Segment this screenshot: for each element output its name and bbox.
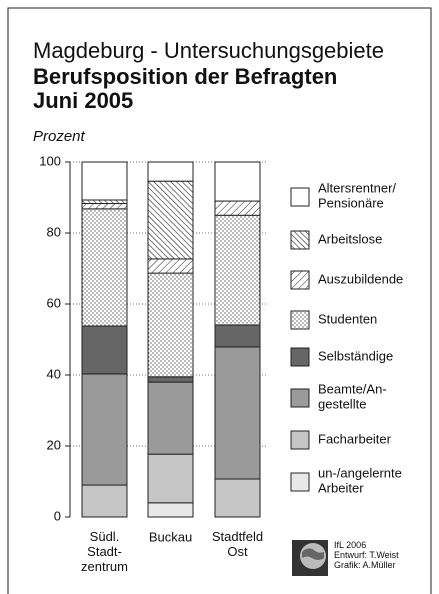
bar-segment — [81, 199, 128, 205]
bar-segment — [81, 161, 128, 201]
legend-swatch — [290, 388, 310, 408]
bar-segment — [147, 453, 194, 504]
bar-segment — [147, 161, 194, 182]
legend-swatch — [290, 430, 310, 450]
legend-swatch — [290, 270, 310, 290]
bar-segment — [147, 180, 194, 260]
y-tick-label: 60 — [47, 295, 61, 310]
legend-swatch — [290, 187, 310, 207]
bar-segment — [81, 203, 128, 210]
legend-label: Studenten — [318, 311, 377, 326]
y-tick-label: 20 — [47, 437, 61, 452]
legend-label: Facharbeiter — [318, 431, 392, 446]
bar-segment — [81, 373, 128, 486]
bar-segment — [214, 324, 261, 348]
y-tick-label: 0 — [54, 508, 61, 523]
chart-title: Magdeburg - Untersuchungsgebiete — [33, 38, 384, 63]
bar-segment — [214, 200, 261, 216]
bar-segment — [147, 272, 194, 378]
bar-segment — [147, 502, 194, 518]
bar-segment — [214, 214, 261, 326]
legend-label: Beamte/An-gestellte — [318, 382, 387, 412]
frame — [7, 7, 432, 594]
legend-label: un-/angelernte Arbeiter — [318, 466, 402, 496]
chart-subtitle: Berufsposition der Befragten Juni 2005 — [33, 64, 337, 113]
bar-segment — [147, 376, 194, 383]
legend-label: Altersrentner/Pensionäre — [318, 181, 396, 211]
x-tick-label: Buckau — [149, 529, 192, 544]
bar-segment — [214, 161, 261, 202]
y-axis-label: Prozent — [33, 128, 86, 145]
legend-swatch — [290, 310, 310, 330]
legend-label: Arbeitslose — [318, 231, 382, 246]
y-tick-label: 40 — [47, 366, 61, 381]
bar-segment — [81, 208, 128, 327]
bar-segment — [81, 484, 128, 518]
y-tick-label: 100 — [39, 153, 61, 168]
credits: IfL 2006 Entwurf: T.Weist Grafik: A.Müller — [334, 540, 399, 570]
bar-segment — [214, 478, 261, 518]
legend-label: Selbständige — [318, 348, 393, 363]
y-tick-label: 80 — [47, 224, 61, 239]
bar-segment — [147, 381, 194, 455]
x-tick-label: Südl. Stadt-zentrum — [81, 529, 128, 574]
legend-swatch — [290, 472, 310, 492]
bar-segment — [147, 258, 194, 274]
legend-swatch — [290, 230, 310, 250]
legend-swatch — [290, 347, 310, 367]
bar-segment — [81, 325, 128, 375]
bar-segment — [214, 346, 261, 480]
x-tick-label: Stadtfeld Ost — [212, 529, 263, 559]
legend-label: Auszubildende — [318, 271, 403, 286]
logo — [292, 540, 328, 576]
